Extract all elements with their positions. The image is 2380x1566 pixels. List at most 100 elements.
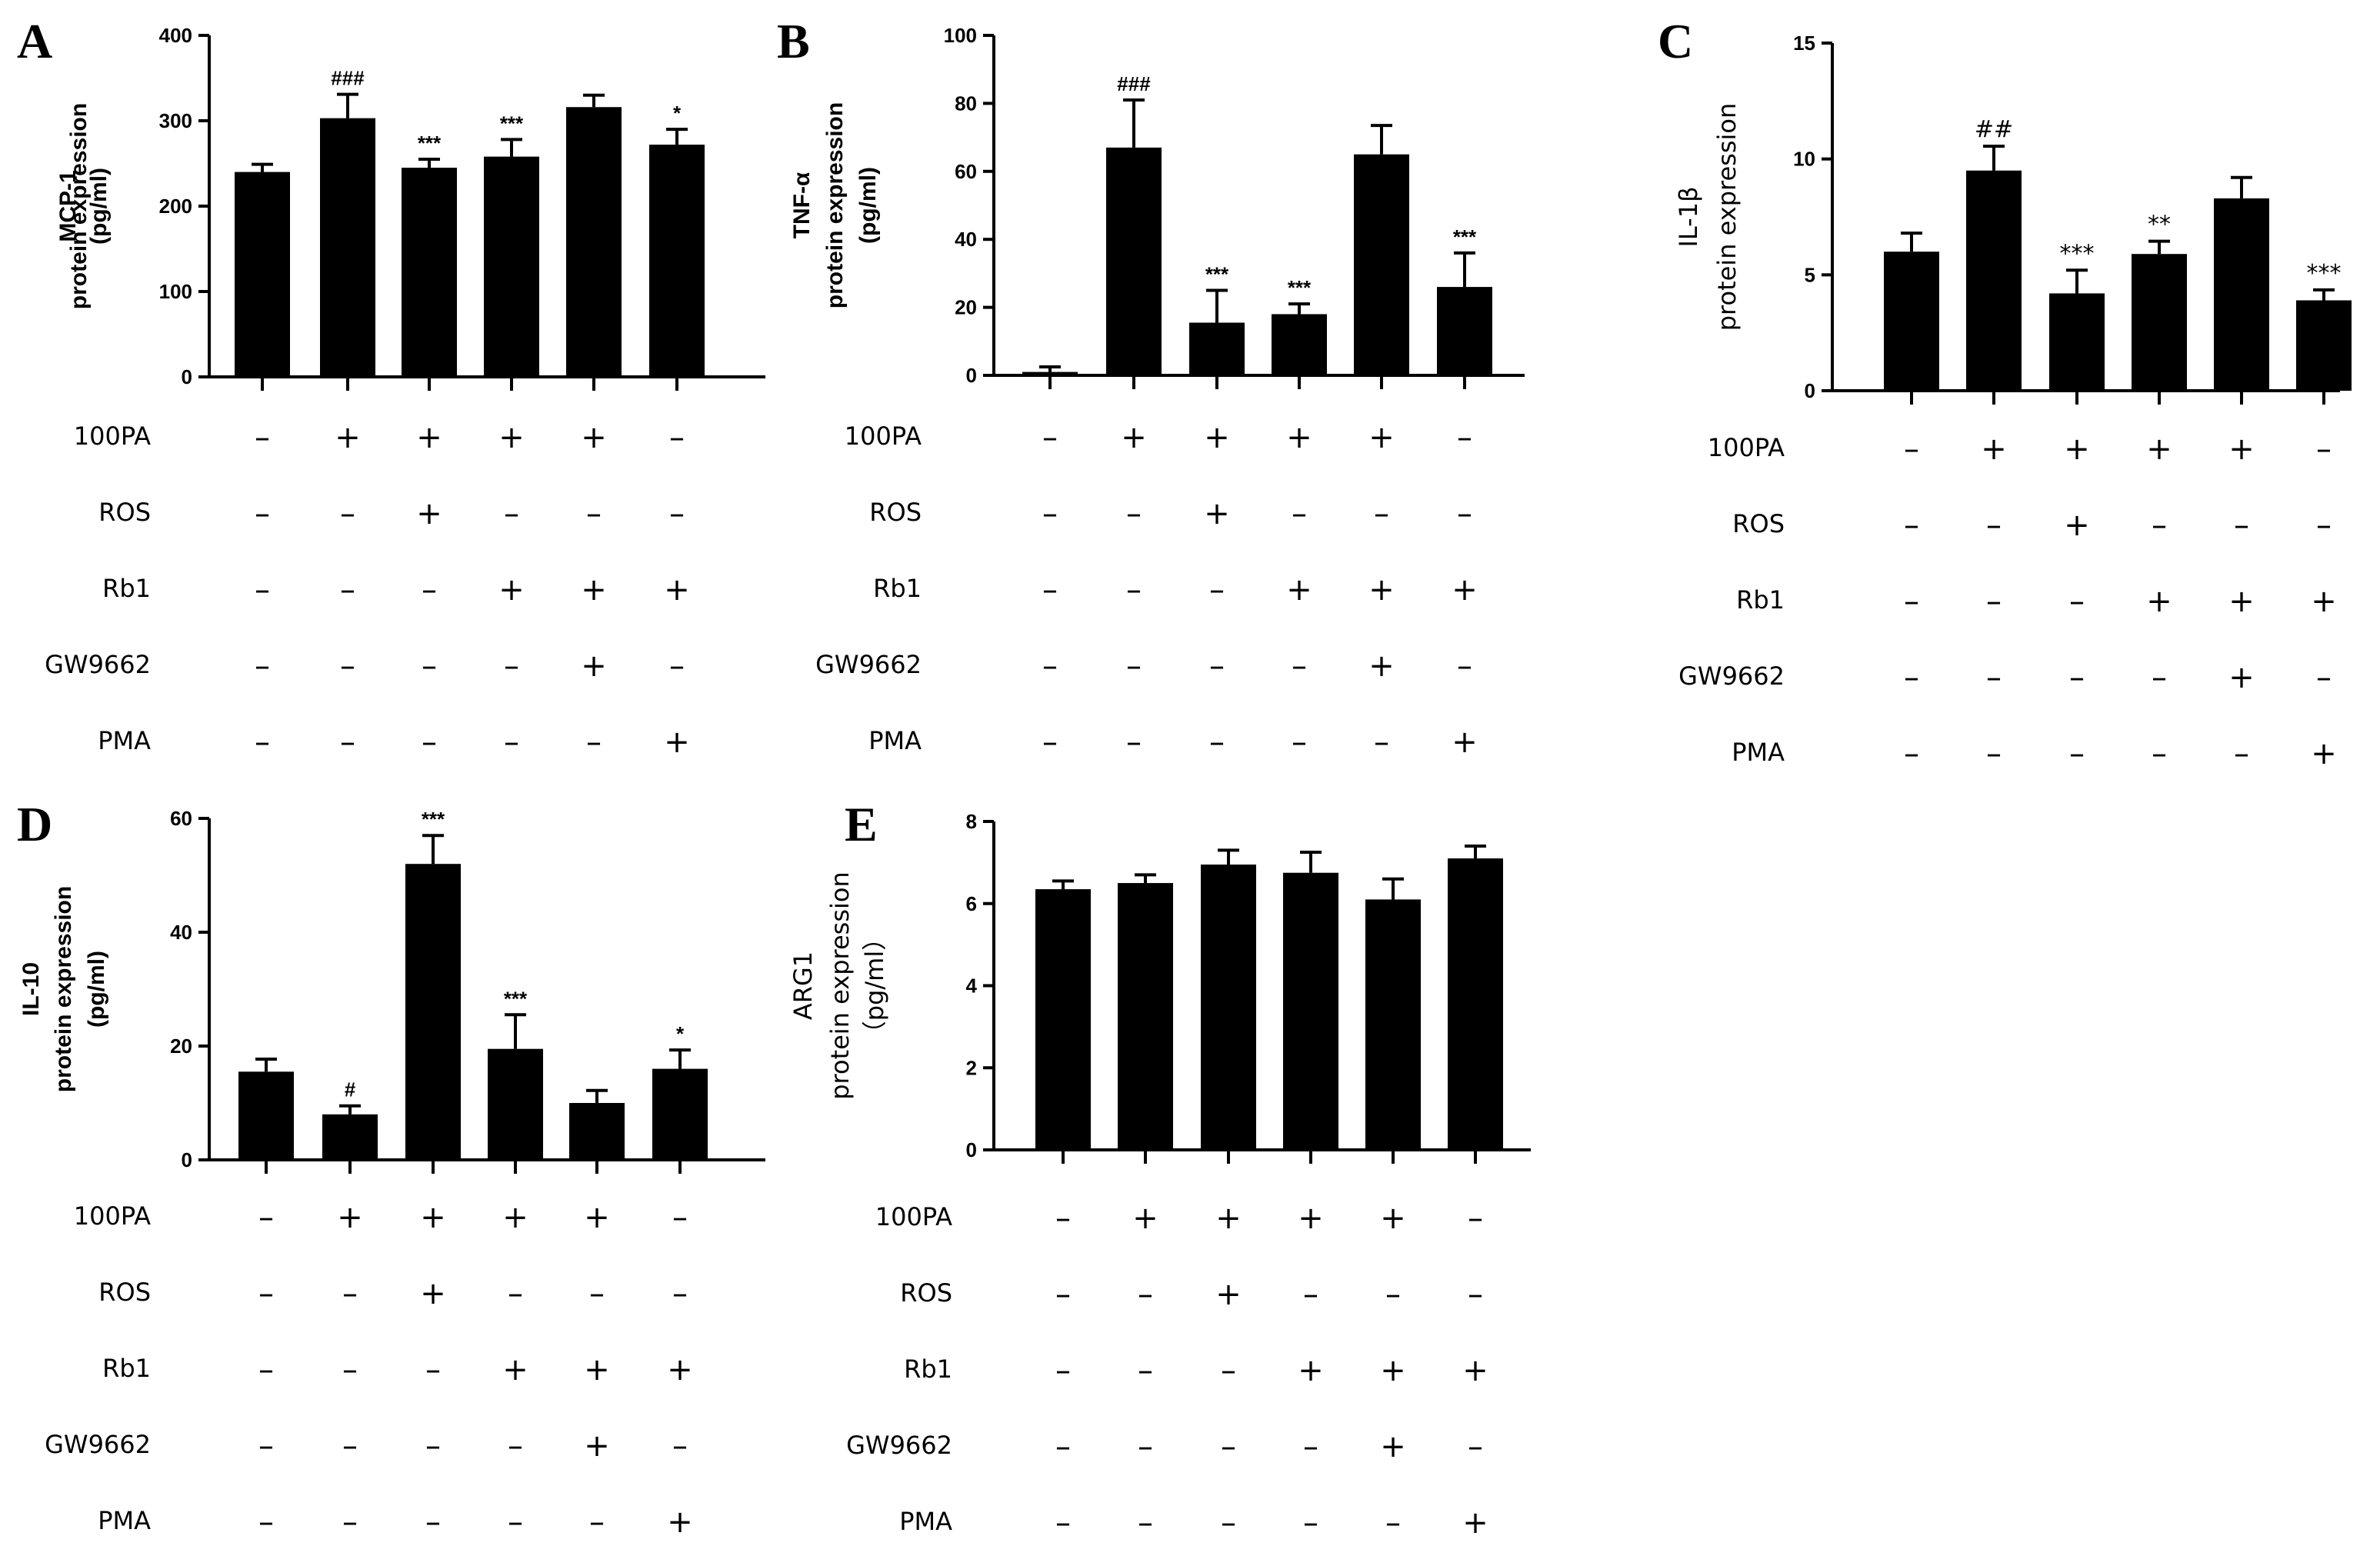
panel-c-treatment-symbol: – xyxy=(2234,736,2249,771)
panel-c-significance: *** xyxy=(2060,240,2095,267)
panel-a-ylabel-line: MCP-1 xyxy=(55,170,81,242)
panel-e-treatment-symbol: + xyxy=(1298,1353,1324,1388)
panel-b-y-tick-label: 20 xyxy=(955,296,977,319)
panel-e-treatment-symbol: – xyxy=(1468,1201,1483,1236)
panel-a-treatment-symbol: – xyxy=(255,496,270,531)
panel-c-treatment-symbol: – xyxy=(2152,736,2167,771)
panel-b-treatment-label: 100PA xyxy=(845,421,922,451)
panel-d-treatment-symbol: – xyxy=(672,1200,688,1235)
panel-a-significance: *** xyxy=(418,132,442,155)
panel-b-treatment-label: GW9662 xyxy=(815,650,922,679)
panel-a-y-tick-label: 400 xyxy=(159,24,192,47)
panel-a-treatment-symbol: – xyxy=(504,496,519,531)
panel-c-treatment-symbol: + xyxy=(2064,431,2090,467)
panel-a-treatment-symbol: + xyxy=(581,572,607,608)
panel-a-y-tick-label: 100 xyxy=(159,280,192,303)
panel-c-treatment-symbol: – xyxy=(1986,584,2002,619)
panel-c-treatment-symbol: + xyxy=(2311,584,2337,619)
panel-d-treatment-symbol: + xyxy=(667,1504,693,1540)
panel-a-treatment-symbol: – xyxy=(422,648,437,684)
panel-e-y-tick-label: 2 xyxy=(966,1056,977,1079)
panel-d-significance: *** xyxy=(504,987,528,1010)
panel-b-treatment-symbol: – xyxy=(1457,420,1472,455)
panel-d-treatment-symbol: – xyxy=(425,1504,441,1540)
panel-c-y-tick-label: 5 xyxy=(1805,263,1815,286)
panel-a-treatment-symbol: – xyxy=(669,648,685,684)
panel-b-bar xyxy=(1189,322,1245,375)
panel-d-treatment-symbol: – xyxy=(508,1504,523,1540)
panel-e-treatment-symbol: – xyxy=(1468,1429,1483,1464)
panel-b-treatment-label: ROS xyxy=(869,498,922,527)
panel-c-treatment-symbol: – xyxy=(1986,660,2002,695)
panel-a-bar xyxy=(484,156,539,377)
panel-c-treatment-symbol: – xyxy=(1904,584,1919,619)
panel-d-treatment-symbol: + xyxy=(420,1200,446,1235)
panel-b-ylabel-line: TNF-α xyxy=(789,172,815,238)
panel-c-treatment-symbol: – xyxy=(2069,584,2085,619)
panel-d-ylabel-line: IL-10 xyxy=(18,962,44,1016)
panel-c-treatment-symbol: – xyxy=(1986,736,2002,771)
panel-a-treatment-symbol: – xyxy=(422,725,437,760)
panel-a-treatment-symbol: – xyxy=(340,725,355,760)
panel-a-treatment-symbol: + xyxy=(335,420,361,455)
panel-a-treatment-symbol: – xyxy=(504,648,519,684)
panel-e-treatment-symbol: – xyxy=(1303,1277,1318,1312)
panel-d-treatment-symbol: – xyxy=(672,1428,688,1464)
panel-a-bar xyxy=(566,107,622,378)
panel-e-treatment-symbol: – xyxy=(1055,1277,1071,1312)
panel-e-letter: E xyxy=(845,797,878,851)
panel-b-significance: *** xyxy=(1205,263,1229,286)
panel-e-treatment-label: ROS xyxy=(900,1278,952,1308)
panel-d-significance: *** xyxy=(422,808,445,831)
panel-d-treatment-symbol: – xyxy=(589,1276,605,1311)
panel-b-treatment-symbol: – xyxy=(1209,725,1225,760)
panel-d-treatment-symbol: – xyxy=(425,1352,441,1388)
panel-c-significance: ** xyxy=(2148,212,2171,238)
panel-b-bar xyxy=(1106,147,1162,376)
panel-a-treatment-label: 100PA xyxy=(74,421,151,451)
panel-c-bar xyxy=(2132,254,2187,391)
panel-d-y-tick-label: 0 xyxy=(182,1148,192,1171)
panel-a-treatment-symbol: – xyxy=(340,572,355,608)
panel-a-bar xyxy=(402,168,457,378)
panel-a-treatment-symbol: + xyxy=(664,725,690,760)
panel-a-treatment-label: PMA xyxy=(98,726,151,755)
panel-b-y-tick-label: 40 xyxy=(955,228,977,251)
panel-b-treatment-symbol: – xyxy=(1292,648,1307,684)
panel-d-treatment-symbol: – xyxy=(258,1200,274,1235)
panel-d-treatment-symbol: – xyxy=(672,1276,688,1311)
panel-d-treatment-symbol: – xyxy=(508,1428,523,1464)
panel-d-significance: * xyxy=(676,1022,685,1045)
panel-e-y-tick-label: 8 xyxy=(966,810,977,833)
panel-c-treatment-symbol: – xyxy=(2316,660,2332,695)
panel-a-ylabel-line: protein expression xyxy=(66,103,92,309)
panel-d-treatment-symbol: + xyxy=(584,1200,610,1235)
panel-a-bar xyxy=(235,172,290,377)
panel-b-treatment-symbol: + xyxy=(1368,648,1395,684)
panel-e-treatment-symbol: – xyxy=(1138,1353,1153,1388)
panel-b-treatment-symbol: – xyxy=(1209,648,1225,684)
panel-e-treatment-symbol: – xyxy=(1138,1277,1153,1312)
panel-d-treatment-symbol: – xyxy=(342,1276,358,1311)
panel-a-significance: * xyxy=(673,102,682,125)
panel-b-y-tick-label: 100 xyxy=(944,24,977,47)
panel-c-treatment-symbol: – xyxy=(2069,660,2085,695)
panel-b-treatment-symbol: – xyxy=(1292,496,1307,531)
panel-a-treatment-symbol: – xyxy=(669,420,685,455)
panel-e-treatment-symbol: – xyxy=(1385,1277,1401,1312)
panel-a-ylabel-line: (pg/ml) xyxy=(86,168,112,245)
panel-a-treatment-symbol: + xyxy=(581,648,607,684)
panel-d-treatment-label: Rb1 xyxy=(102,1354,151,1383)
panel-c-treatment-symbol: + xyxy=(2146,431,2172,467)
panel-d-treatment-symbol: – xyxy=(508,1276,523,1311)
panel-b-treatment-symbol: + xyxy=(1286,420,1312,455)
panel-a-treatment-label: Rb1 xyxy=(102,574,151,603)
panel-b-treatment-symbol: + xyxy=(1452,725,1478,760)
panel-b-y-tick-label: 0 xyxy=(966,364,977,387)
panel-c-treatment-label: PMA xyxy=(1732,738,1785,767)
panel-e-ylabel-line: ARG1 xyxy=(788,951,818,1020)
panel-b-treatment-symbol: + xyxy=(1204,420,1230,455)
panel-e-bar xyxy=(1283,872,1338,1150)
panel-e-treatment-symbol: – xyxy=(1221,1429,1236,1464)
